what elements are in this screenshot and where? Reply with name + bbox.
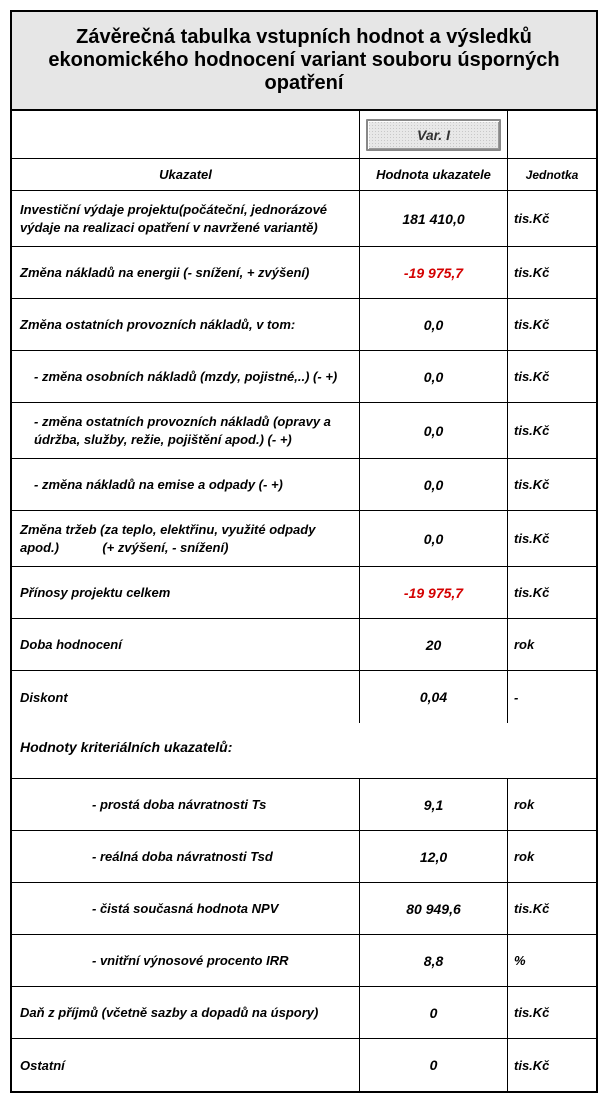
table-row: - změna ostatních provozních nákladů (op… [12,403,596,459]
table-row: Investiční výdaje projektu(počáteční, je… [12,191,596,247]
indicator-unit: tis.Kč [508,191,596,246]
indicator-label: Daň z příjmů (včetně sazby a dopadů na ú… [12,987,360,1038]
indicator-value: 12,0 [360,831,508,882]
indicator-label: Ostatní [12,1039,360,1091]
indicator-label: Diskont [12,671,360,723]
indicator-label: - reálná doba návratnosti Tsd [12,831,360,882]
indicator-unit: tis.Kč [508,247,596,298]
indicator-value: 20 [360,619,508,670]
table-row: Ostatní0tis.Kč [12,1039,596,1091]
indicator-label: - prostá doba návratnosti Ts [12,779,360,830]
main-rows: Investiční výdaje projektu(počáteční, je… [12,191,596,723]
table-row: - čistá současná hodnota NPV80 949,6tis.… [12,883,596,935]
indicator-label: - vnitřní výnosové procento IRR [12,935,360,986]
indicator-unit: tis.Kč [508,883,596,934]
table-row: Přínosy projektu celkem-19 975,7tis.Kč [12,567,596,619]
indicator-unit: rok [508,619,596,670]
table-row: Doba hodnocení20rok [12,619,596,671]
indicator-value: 0,0 [360,299,508,350]
indicator-unit: rok [508,779,596,830]
table-row: - prostá doba návratnosti Ts9,1rok [12,779,596,831]
indicator-unit: tis.Kč [508,511,596,566]
indicator-value: 80 949,6 [360,883,508,934]
indicator-label: Doba hodnocení [12,619,360,670]
indicator-label: - čistá současná hodnota NPV [12,883,360,934]
table-title: Závěrečná tabulka vstupních hodnot a výs… [12,12,596,111]
indicator-label: - změna osobních nákladů (mzdy, pojistné… [12,351,360,402]
indicator-value: 9,1 [360,779,508,830]
indicator-value: 0,0 [360,351,508,402]
indicator-label: Změna tržeb (za teplo, elektřinu, využit… [12,511,360,566]
table-row: - reálná doba návratnosti Tsd12,0rok [12,831,596,883]
col-header-indicator: Ukazatel [12,159,360,190]
indicator-unit: rok [508,831,596,882]
indicator-value: 0 [360,987,508,1038]
table-row: - změna osobních nákladů (mzdy, pojistné… [12,351,596,403]
indicator-label: - změna ostatních provozních nákladů (op… [12,403,360,458]
column-header-row: Ukazatel Hodnota ukazatele Jednotka [12,159,596,191]
table-row: Daň z příjmů (včetně sazby a dopadů na ú… [12,987,596,1039]
indicator-value: 181 410,0 [360,191,508,246]
indicator-unit: % [508,935,596,986]
indicator-value: -19 975,7 [360,567,508,618]
criteria-section-label: Hodnoty kriteriálních ukazatelů: [12,723,596,778]
indicator-value: 0,0 [360,459,508,510]
indicator-unit: - [508,671,596,723]
indicator-value: 0 [360,1039,508,1091]
indicator-unit: tis.Kč [508,351,596,402]
table-row: Změna ostatních provozních nákladů, v to… [12,299,596,351]
criteria-rows: - prostá doba návratnosti Ts9,1rok- reál… [12,779,596,1091]
col-header-value: Hodnota ukazatele [360,159,508,190]
variant-header-empty [12,111,360,158]
indicator-value: 8,8 [360,935,508,986]
table-row: Změna tržeb (za teplo, elektřinu, využit… [12,511,596,567]
indicator-unit: tis.Kč [508,299,596,350]
variant-header-empty-right [508,111,596,158]
col-header-unit: Jednotka [508,159,596,190]
indicator-value: 0,04 [360,671,508,723]
indicator-unit: tis.Kč [508,567,596,618]
criteria-section-row: Hodnoty kriteriálních ukazatelů: [12,723,596,779]
indicator-label: - změna nákladů na emise a odpady (- +) [12,459,360,510]
table-row: Změna nákladů na energii (- snížení, + z… [12,247,596,299]
summary-table: Závěrečná tabulka vstupních hodnot a výs… [10,10,598,1093]
variant-button[interactable]: Var. I [366,119,501,151]
table-row: - změna nákladů na emise a odpady (- +)0… [12,459,596,511]
indicator-unit: tis.Kč [508,1039,596,1091]
indicator-value: 0,0 [360,511,508,566]
indicator-value: 0,0 [360,403,508,458]
indicator-unit: tis.Kč [508,459,596,510]
table-row: - vnitřní výnosové procento IRR8,8% [12,935,596,987]
indicator-label: Změna nákladů na energii (- snížení, + z… [12,247,360,298]
indicator-label: Investiční výdaje projektu(počáteční, je… [12,191,360,246]
indicator-unit: tis.Kč [508,403,596,458]
indicator-unit: tis.Kč [508,987,596,1038]
indicator-label: Přínosy projektu celkem [12,567,360,618]
variant-header-row: Var. I [12,111,596,159]
indicator-value: -19 975,7 [360,247,508,298]
variant-header-cell: Var. I [360,111,508,158]
indicator-label: Změna ostatních provozních nákladů, v to… [12,299,360,350]
table-row: Diskont0,04- [12,671,596,723]
